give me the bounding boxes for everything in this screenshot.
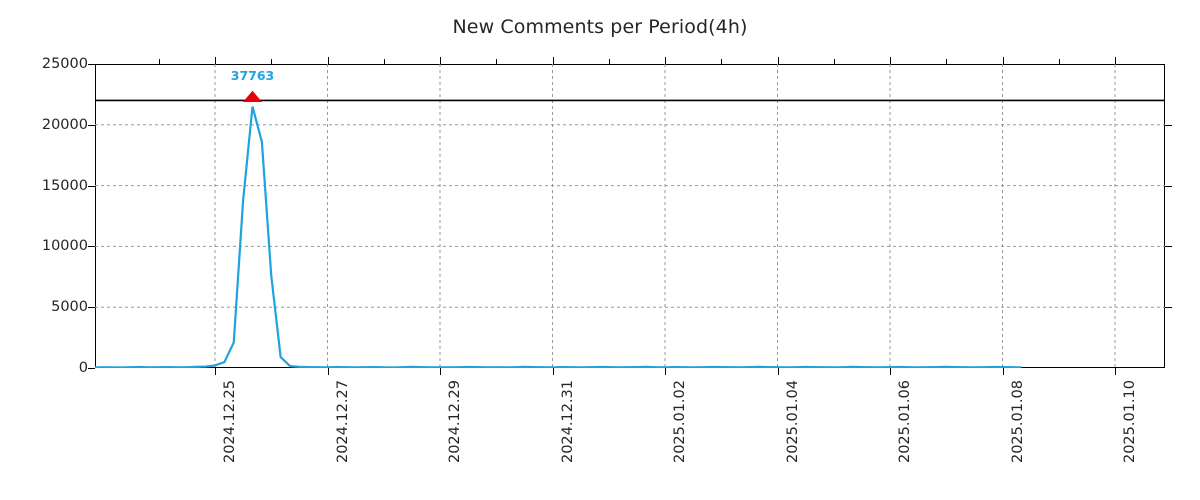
ytick-mark-10000 [88, 246, 95, 248]
ytick-label-5000: 5000 [51, 299, 88, 316]
xtick-label-6: 2025.01.06 [897, 380, 913, 464]
ytick-mark-right-15000 [1165, 185, 1172, 187]
xtick-mark-top-4 [665, 57, 666, 64]
xminor-mark-top-d [496, 59, 498, 64]
ytick-label-0: 0 [78, 360, 88, 376]
xtick-mark-5 [777, 368, 779, 375]
xtick-mark-0 [215, 368, 216, 375]
xtick-mark-top-1 [327, 57, 329, 64]
xtick-label-2: 2024.12.29 [447, 380, 463, 464]
xtick-mark-1 [327, 368, 329, 375]
xminor-mark-top-i [1058, 59, 1060, 64]
ytick-mark-15000 [88, 185, 95, 187]
xtick-mark-7 [1002, 368, 1004, 375]
xtick-label-0: 2024.12.25 [222, 380, 238, 464]
xminor-mark-top-b [271, 59, 273, 64]
ytick-label-15000: 15000 [41, 177, 88, 194]
ytick-label-25000: 25000 [41, 56, 88, 72]
ytick-mark-5000 [88, 307, 95, 309]
xtick-mark-8 [1115, 368, 1116, 375]
xtick-mark-top-7 [1002, 57, 1004, 64]
xtick-mark-top-5 [777, 57, 779, 64]
xtick-mark-2 [440, 368, 441, 375]
ytick-mark-right-20000 [1165, 124, 1172, 126]
xminor-mark-top-g [833, 59, 835, 64]
xtick-mark-top-8 [1115, 57, 1116, 64]
xminor-mark-top-h [946, 59, 948, 64]
xtick-label-7: 2025.01.08 [1009, 380, 1026, 464]
xtick-mark-top-2 [440, 57, 441, 64]
xtick-mark-top-0 [215, 57, 216, 64]
xtick-label-8: 2025.01.10 [1122, 380, 1138, 464]
xtick-mark-4 [665, 368, 666, 375]
xtick-label-1: 2024.12.27 [334, 380, 351, 464]
xtick-label-3: 2024.12.31 [559, 380, 576, 464]
peak-value-annotation: 37763 [230, 68, 275, 83]
xminor-mark-top-e [608, 59, 610, 64]
ytick-mark-right-10000 [1165, 246, 1172, 248]
plot-area [95, 64, 1165, 368]
ytick-mark-right-5000 [1165, 307, 1172, 309]
ytick-mark-25000 [88, 64, 95, 65]
xtick-mark-3 [552, 368, 554, 375]
xminor-mark-top-c [383, 59, 385, 64]
xtick-mark-top-3 [552, 57, 554, 64]
xtick-mark-top-6 [890, 57, 891, 64]
ytick-mark-20000 [88, 124, 95, 126]
ytick-label-20000: 20000 [41, 116, 88, 133]
xtick-label-5: 2025.01.04 [784, 380, 801, 464]
xminor-mark-top-f [721, 59, 723, 64]
xtick-mark-6 [890, 368, 891, 375]
chart-title: New Comments per Period(4h) [452, 16, 748, 38]
xtick-label-4: 2025.01.02 [672, 380, 688, 464]
xminor-mark-top-a [158, 59, 160, 64]
ytick-label-10000: 10000 [41, 238, 88, 255]
ytick-mark-0 [88, 368, 95, 369]
